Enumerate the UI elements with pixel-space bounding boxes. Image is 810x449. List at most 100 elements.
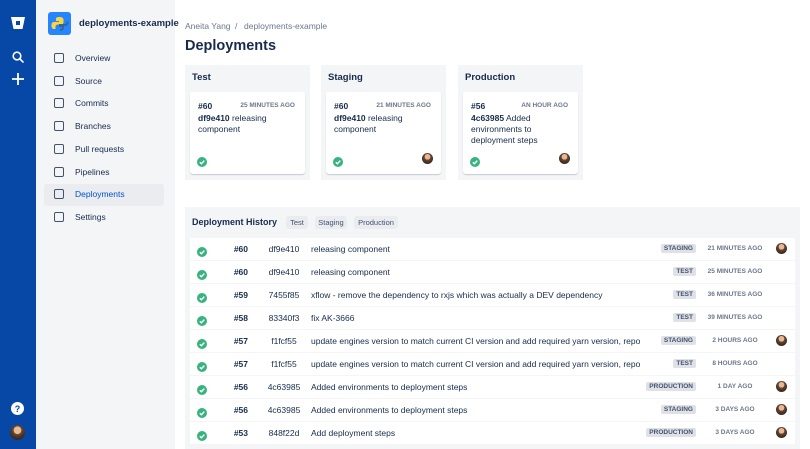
row-build[interactable]: #60	[233, 244, 248, 254]
status-icon	[197, 244, 207, 257]
row-build[interactable]: #56	[233, 405, 248, 415]
deployment-card[interactable]	[463, 92, 578, 174]
create-icon[interactable]	[12, 73, 24, 85]
nav-icon	[54, 75, 64, 86]
history-row[interactable]	[190, 422, 795, 445]
status-icon	[333, 154, 343, 167]
row-message: Added environments to deployment steps	[311, 405, 468, 415]
nav-item[interactable]: Settings	[75, 211, 106, 222]
history-row[interactable]	[190, 399, 795, 422]
row-commit[interactable]: 7455f85	[268, 290, 300, 300]
deploy-time: 25 MINUTES AGO	[240, 102, 295, 109]
row-environment: PRODUCTION	[606, 427, 696, 439]
logo[interactable]	[10, 15, 26, 31]
history-filter[interactable]: Production	[354, 216, 398, 229]
status-icon	[197, 405, 207, 418]
history-row[interactable]	[190, 261, 795, 284]
environment-lozenge: TEST	[673, 290, 696, 299]
row-message: xflow - remove the dependency to rxjs wh…	[311, 290, 603, 300]
row-message: releasing component	[311, 267, 390, 277]
environment-lozenge: STAGING	[660, 336, 696, 345]
nav-item[interactable]: Branches	[75, 121, 111, 132]
breadcrumb-owner[interactable]: Aneita Yang	[185, 21, 231, 31]
row-message: fix AK-3666	[311, 313, 355, 323]
build-number[interactable]: #56	[471, 101, 486, 111]
deploy-time: AN HOUR AGO	[521, 102, 568, 109]
nav-item[interactable]: Commits	[75, 98, 109, 109]
row-commit[interactable]: 4c63985	[267, 405, 301, 415]
row-time: 21 MINUTES AGO	[707, 245, 763, 252]
nav-icon	[54, 211, 64, 222]
row-time: 36 MINUTES AGO	[707, 291, 763, 298]
history-row[interactable]	[190, 238, 795, 261]
svg-text:?: ?	[15, 404, 21, 414]
history-row[interactable]	[190, 353, 795, 376]
history-filter[interactable]: Test	[286, 216, 308, 229]
row-avatar	[776, 335, 787, 346]
row-build[interactable]: #53	[233, 428, 248, 438]
history-row[interactable]	[190, 284, 795, 307]
status-icon	[197, 290, 207, 303]
nav-icon	[54, 98, 64, 109]
status-icon	[197, 359, 207, 372]
breadcrumb-separator: /	[235, 21, 238, 31]
help-icon[interactable]: ?	[11, 402, 24, 415]
row-build[interactable]: #59	[233, 290, 248, 300]
row-environment: PRODUCTION	[606, 381, 696, 393]
history-row[interactable]	[190, 330, 795, 353]
environment-name: Production	[465, 72, 516, 83]
row-build[interactable]: #57	[233, 336, 248, 346]
deployment-card[interactable]	[326, 92, 441, 174]
row-time: 25 MINUTES AGO	[707, 268, 763, 275]
row-build[interactable]: #56	[233, 382, 248, 392]
nav-icon	[54, 53, 64, 63]
nav-item[interactable]: Pull requests	[75, 143, 125, 154]
row-commit[interactable]: 848f22d	[268, 428, 300, 438]
history-filter[interactable]: Staging	[315, 216, 347, 229]
search-icon[interactable]	[12, 51, 24, 63]
environment-lozenge: STAGING	[660, 405, 696, 414]
row-message: Added environments to deployment steps	[311, 382, 468, 392]
row-commit[interactable]: df9e410	[268, 244, 300, 254]
row-environment: STAGING	[606, 404, 696, 416]
environment-lozenge: TEST	[673, 313, 696, 322]
status-icon	[197, 313, 207, 326]
nav-item[interactable]: Deployments	[75, 189, 125, 200]
environment-name: Staging	[328, 72, 363, 83]
build-number[interactable]: #60	[198, 101, 213, 111]
breadcrumb-repo[interactable]: deployments-example	[244, 21, 328, 31]
nav-item[interactable]: Source	[75, 75, 102, 86]
commit-summary: df9e410 releasing component	[198, 113, 290, 135]
nav-icon	[54, 143, 64, 154]
environment-name: Test	[192, 72, 211, 83]
row-build[interactable]: #57	[233, 359, 248, 369]
status-icon	[197, 382, 207, 395]
commit-hash[interactable]: df9e410	[334, 113, 366, 123]
commit-hash[interactable]: 4c63985	[471, 113, 505, 123]
history-row[interactable]	[190, 376, 795, 399]
row-build[interactable]: #58	[233, 313, 248, 323]
build-number[interactable]: #60	[334, 101, 349, 111]
deploy-time: 21 MINUTES AGO	[376, 102, 431, 109]
row-build[interactable]: #60	[233, 267, 248, 277]
nav-item[interactable]: Pipelines	[75, 166, 110, 177]
card-avatar	[559, 153, 570, 164]
row-message: update engines version to match current …	[311, 359, 641, 369]
commit-message: Added environments to deployment steps	[471, 113, 538, 145]
commit-hash[interactable]: df9e410	[198, 113, 230, 123]
global-nav: ?	[0, 0, 36, 449]
deployment-card[interactable]	[190, 92, 305, 174]
row-environment: TEST	[606, 266, 696, 278]
row-time: 1 DAY AGO	[717, 383, 753, 390]
repo-name[interactable]: deployments-example	[79, 18, 179, 29]
nav-item[interactable]: Overview	[75, 53, 111, 63]
row-commit[interactable]: 4c63985	[267, 382, 301, 392]
row-time: 3 DAYS AGO	[715, 406, 755, 413]
history-row[interactable]	[190, 307, 795, 330]
row-time: 3 DAYS AGO	[715, 429, 755, 436]
row-commit[interactable]: df9e410	[268, 267, 300, 277]
row-commit[interactable]: 83340f3	[268, 313, 300, 323]
row-commit[interactable]: f1fcf55	[271, 336, 297, 346]
row-commit[interactable]: f1fcf55	[271, 359, 297, 369]
user-avatar[interactable]	[10, 425, 25, 440]
